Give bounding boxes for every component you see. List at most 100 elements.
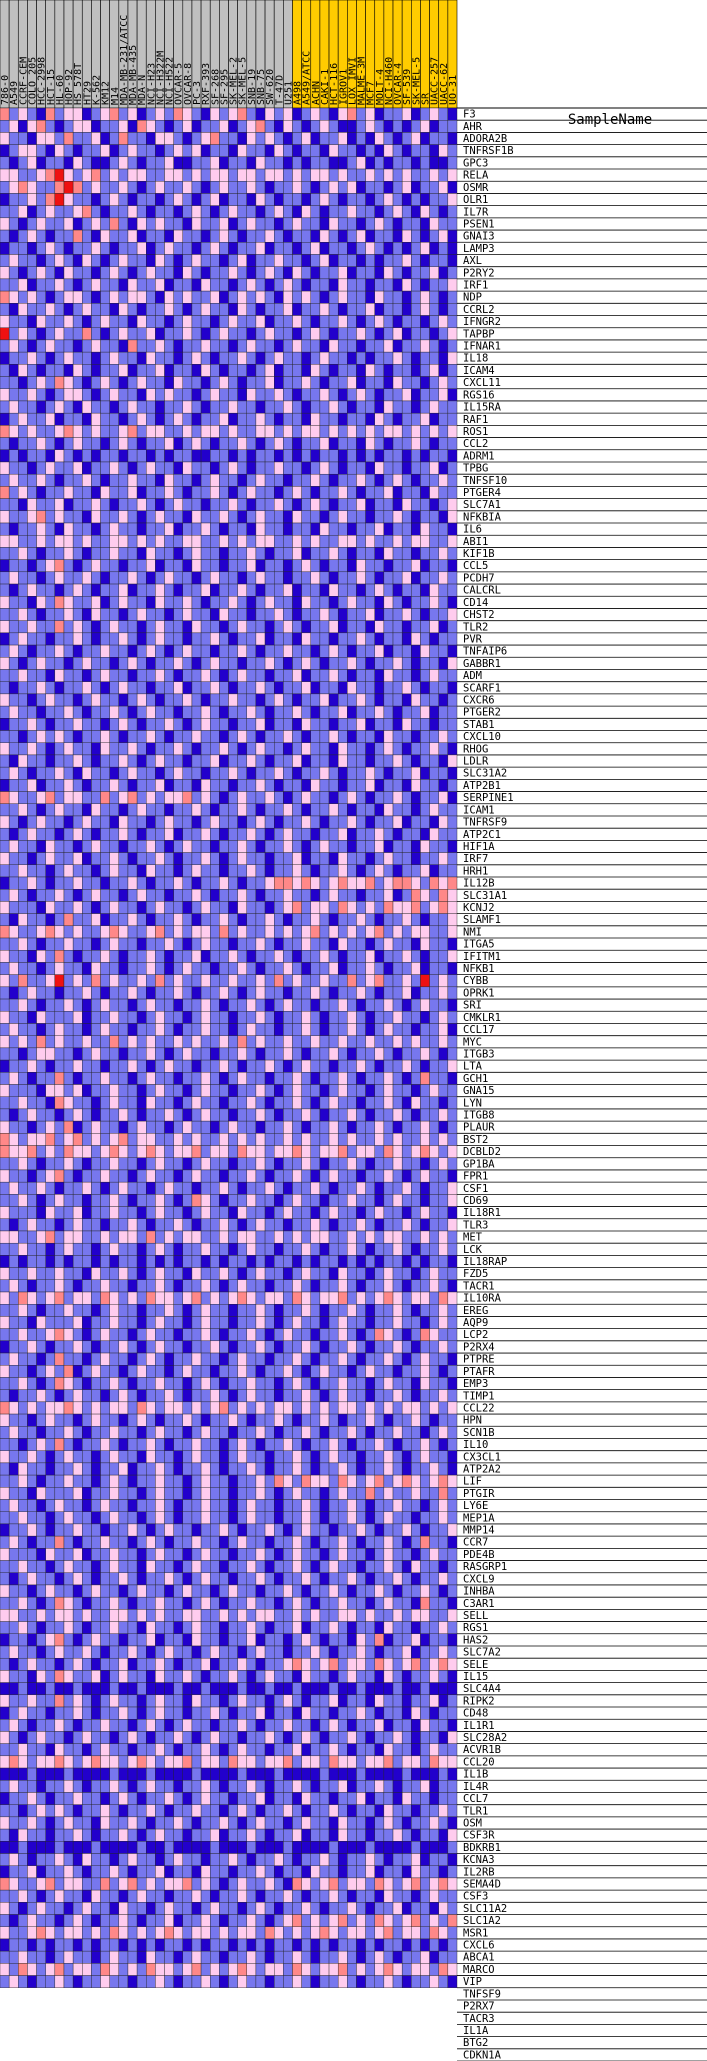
- cell: [173, 168, 184, 182]
- cell: [164, 718, 174, 731]
- cell: [54, 1035, 65, 1049]
- cell: [127, 205, 138, 219]
- cell: [447, 1230, 458, 1244]
- cell: [228, 1230, 238, 1244]
- cell: [237, 242, 247, 255]
- cell: [411, 730, 421, 743]
- cell: [392, 925, 403, 939]
- cell: [182, 803, 193, 817]
- cell: [401, 290, 412, 304]
- cell: [63, 364, 74, 377]
- cell: [283, 1011, 293, 1024]
- cell: [18, 1255, 28, 1268]
- cell: [91, 571, 101, 585]
- cell: [347, 376, 357, 389]
- cell: [8, 217, 19, 231]
- cell: [401, 852, 412, 865]
- cell: [274, 1047, 284, 1061]
- cell: [356, 290, 366, 304]
- cell: [392, 827, 403, 841]
- cell: [447, 766, 458, 780]
- cell: [264, 510, 275, 524]
- cell: [310, 1194, 321, 1207]
- cell: [319, 1230, 330, 1244]
- cell: [18, 535, 28, 548]
- cell: [146, 925, 156, 939]
- cell: [164, 425, 174, 438]
- cell: [54, 901, 65, 914]
- cell: [45, 608, 56, 621]
- cell: [383, 1157, 394, 1171]
- cell: [146, 1120, 156, 1134]
- cell: [365, 473, 375, 487]
- cell: [45, 205, 56, 219]
- cell: [136, 132, 147, 145]
- cell: [347, 620, 357, 634]
- cell: [310, 620, 321, 634]
- cell: [319, 791, 330, 804]
- cell: [328, 412, 339, 426]
- cell: [54, 205, 65, 219]
- cell: [328, 535, 339, 548]
- cell: [365, 449, 375, 463]
- cell: [91, 425, 101, 438]
- cell: [447, 815, 458, 829]
- cell: [155, 266, 165, 280]
- cell: [420, 766, 430, 780]
- cell: [8, 327, 19, 341]
- cell: [136, 364, 147, 377]
- cell: [228, 974, 238, 988]
- cell: [292, 1291, 302, 1305]
- cell: [136, 1230, 147, 1244]
- cell: [164, 498, 174, 512]
- cell: [310, 144, 321, 158]
- cell: [91, 1169, 101, 1183]
- cell: [429, 742, 439, 756]
- cell: [0, 193, 10, 206]
- cell: [264, 913, 275, 927]
- cell: [383, 730, 394, 743]
- cell: [0, 1218, 10, 1232]
- cell: [420, 901, 430, 914]
- cell: [27, 376, 37, 389]
- cell: [219, 620, 229, 634]
- cell: [356, 754, 366, 768]
- cell: [228, 644, 238, 658]
- cell: [274, 547, 284, 560]
- cell: [82, 315, 92, 328]
- cell: [210, 974, 220, 988]
- cell: [173, 327, 184, 341]
- cell: [420, 1096, 430, 1110]
- cell: [337, 1267, 348, 1281]
- cell: [18, 107, 28, 121]
- cell: [383, 339, 394, 353]
- cell: [420, 156, 430, 170]
- cell: [420, 1279, 430, 1293]
- cell: [182, 144, 193, 158]
- cell: [274, 827, 284, 841]
- cell: [0, 913, 10, 927]
- cell: [54, 986, 65, 1000]
- cell: [155, 901, 165, 914]
- cell: [210, 327, 220, 341]
- cell: [255, 950, 266, 963]
- cell: [274, 1181, 284, 1195]
- cell: [82, 669, 92, 682]
- cell: [420, 1145, 430, 1158]
- cell: [45, 937, 56, 951]
- cell: [319, 681, 330, 695]
- cell: [54, 327, 65, 341]
- cell: [8, 412, 19, 426]
- cell: [310, 1084, 321, 1097]
- cell: [200, 168, 211, 182]
- cell: [365, 1035, 375, 1049]
- cell: [182, 510, 193, 524]
- cell: [292, 1145, 302, 1158]
- cell: [45, 1072, 56, 1085]
- cell: [337, 1133, 348, 1146]
- cell: [91, 1157, 101, 1171]
- cell: [374, 547, 385, 560]
- cell: [8, 266, 19, 280]
- cell: [374, 583, 385, 597]
- cell: [246, 217, 257, 231]
